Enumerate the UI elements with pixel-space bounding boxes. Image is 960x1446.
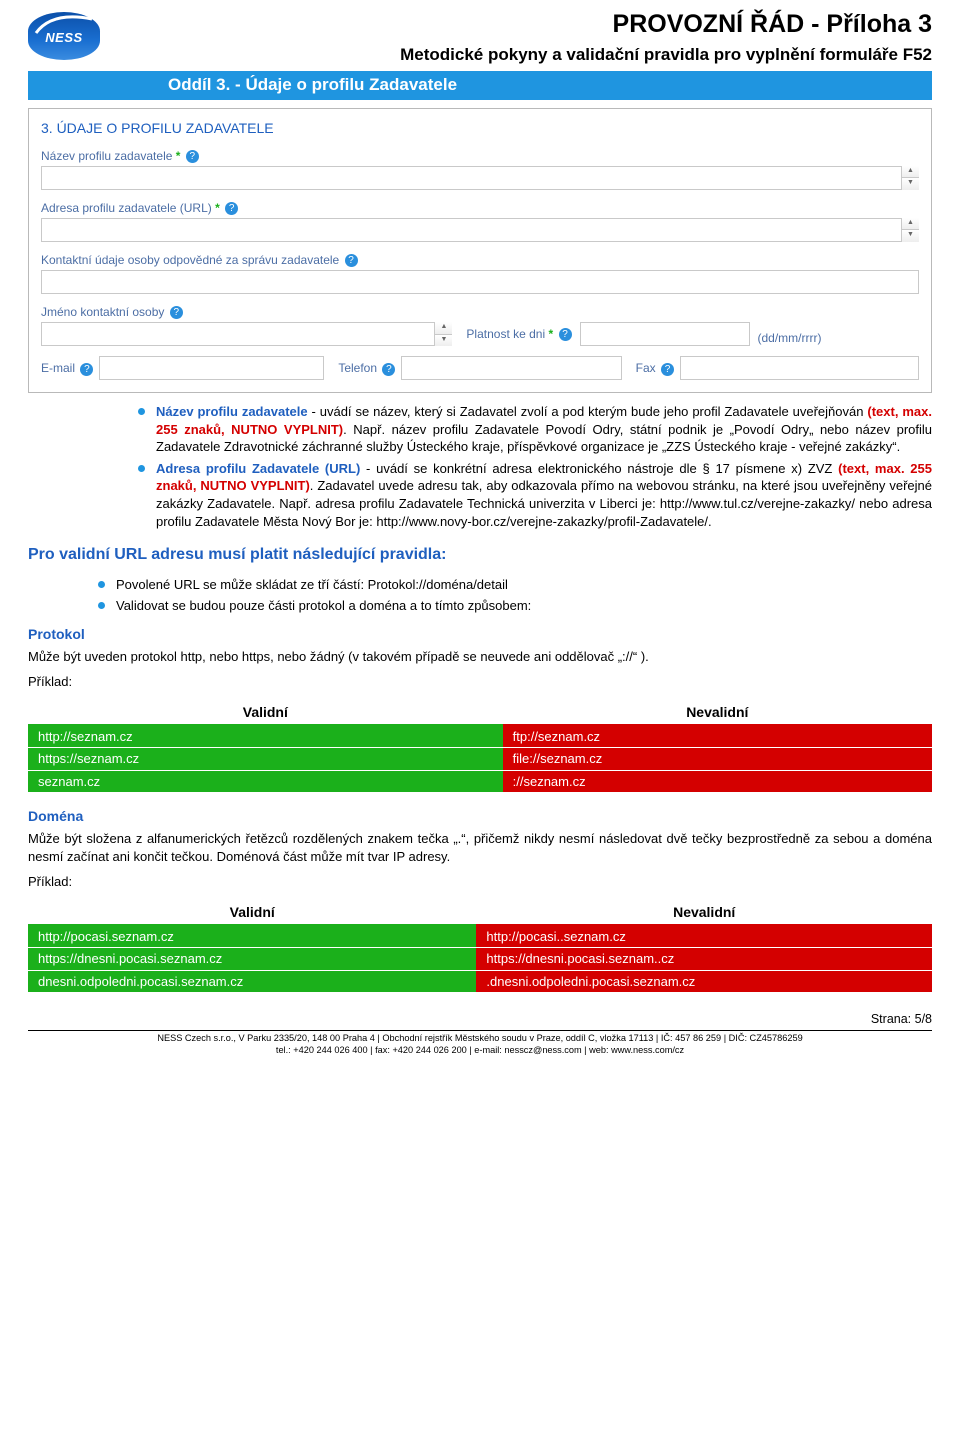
priklad-label-2: Příklad: [28, 873, 932, 891]
input-jmeno[interactable] [41, 322, 452, 346]
help-icon[interactable]: ? [80, 363, 93, 376]
help-icon[interactable]: ? [559, 328, 572, 341]
help-icon[interactable]: ? [170, 306, 183, 319]
doc-title-main: PROVOZNÍ ŘÁD - Příloha 3 [108, 8, 932, 42]
stepper-icon[interactable]: ▲▼ [901, 166, 919, 190]
heading-protokol: Protokol [28, 625, 932, 644]
label-fax: Fax ? [636, 360, 674, 376]
label-kontakt: Kontaktní údaje osoby odpovědné za správ… [41, 252, 919, 268]
cell-invalid: http://pocasi..seznam.cz [476, 926, 932, 949]
date-format-hint: (dd/mm/rrrr) [758, 330, 822, 346]
footer-line-1: NESS Czech s.r.o., V Parku 2335/20, 148 … [28, 1033, 932, 1045]
bullet-adresa: Adresa profilu Zadavatele (URL) - uvádí … [138, 460, 932, 530]
table-domena-examples: Validní Nevalidní http://pocasi.seznam.c… [28, 899, 932, 994]
label-adresa-url: Adresa profilu zadavatele (URL) * ? [41, 200, 919, 216]
cell-invalid: file://seznam.cz [503, 748, 932, 771]
label-platnost: Platnost ke dni * ? [466, 327, 571, 341]
th-valid: Validní [28, 699, 503, 726]
help-icon[interactable]: ? [225, 202, 238, 215]
stepper-icon[interactable]: ▲▼ [434, 322, 452, 346]
table-protokol-examples: Validní Nevalidní http://seznam.czftp://… [28, 699, 932, 794]
domena-text: Může být složena z alfanumerických řetěz… [28, 830, 932, 865]
input-nazev-profilu[interactable] [41, 166, 919, 190]
form-preview: 3. ÚDAJE O PROFILU ZADAVATELE Název prof… [28, 108, 932, 394]
label-jmeno: Jméno kontaktní osoby ? [41, 304, 452, 320]
cell-invalid: https://dnesni.pocasi.seznam..cz [476, 948, 932, 971]
protokol-text: Může být uveden protokol http, nebo http… [28, 648, 932, 666]
url-rule-1: Povolené URL se může skládat ze tří část… [98, 576, 932, 594]
cell-valid: https://dnesni.pocasi.seznam.cz [28, 948, 476, 971]
section-bar: Oddíl 3. - Údaje o profilu Zadavatele [28, 71, 932, 100]
url-rule-2: Validovat se budou pouze části protokol … [98, 597, 932, 615]
url-rule-bullets: Povolené URL se může skládat ze tří část… [98, 576, 932, 615]
bullet-nazev: Název profilu zadavatele - uvádí se náze… [138, 403, 932, 456]
th-invalid: Nevalidní [503, 699, 932, 726]
help-icon[interactable]: ? [382, 363, 395, 376]
page-number: Strana: 5/8 [28, 1011, 932, 1028]
input-adresa-url[interactable] [41, 218, 919, 242]
doc-title-sub: Metodické pokyny a validační pravidla pr… [108, 44, 932, 67]
footer-line-2: tel.: +420 244 026 400 | fax: +420 244 0… [28, 1045, 932, 1057]
cell-valid: https://seznam.cz [28, 748, 503, 771]
input-email[interactable] [99, 356, 324, 380]
ness-logo [28, 12, 100, 60]
cell-invalid: ://seznam.cz [503, 771, 932, 794]
help-icon[interactable]: ? [661, 363, 674, 376]
cell-valid: http://seznam.cz [28, 726, 503, 749]
page-header: PROVOZNÍ ŘÁD - Příloha 3 Metodické pokyn… [28, 8, 932, 67]
heading-url-rules: Pro validní URL adresu musí platit násle… [28, 544, 932, 566]
heading-domena: Doména [28, 807, 932, 826]
stepper-icon[interactable]: ▲▼ [901, 218, 919, 242]
input-platnost[interactable] [580, 322, 750, 346]
cell-valid: dnesni.odpoledni.pocasi.seznam.cz [28, 971, 476, 994]
help-icon[interactable]: ? [186, 150, 199, 163]
label-nazev-profilu: Název profilu zadavatele * ? [41, 148, 919, 164]
label-email: E-mail ? [41, 360, 93, 376]
description-bullets: Název profilu zadavatele - uvádí se náze… [138, 403, 932, 530]
priklad-label-1: Příklad: [28, 673, 932, 691]
cell-invalid: ftp://seznam.cz [503, 726, 932, 749]
input-fax[interactable] [680, 356, 919, 380]
th-invalid: Nevalidní [476, 899, 932, 926]
cell-invalid: .dnesni.odpoledni.pocasi.seznam.cz [476, 971, 932, 994]
input-kontakt[interactable] [41, 270, 919, 294]
cell-valid: seznam.cz [28, 771, 503, 794]
form-section-title: 3. ÚDAJE O PROFILU ZADAVATELE [41, 119, 919, 138]
label-telefon: Telefon ? [338, 360, 395, 376]
th-valid: Validní [28, 899, 476, 926]
cell-valid: http://pocasi.seznam.cz [28, 926, 476, 949]
input-telefon[interactable] [401, 356, 621, 380]
help-icon[interactable]: ? [345, 254, 358, 267]
